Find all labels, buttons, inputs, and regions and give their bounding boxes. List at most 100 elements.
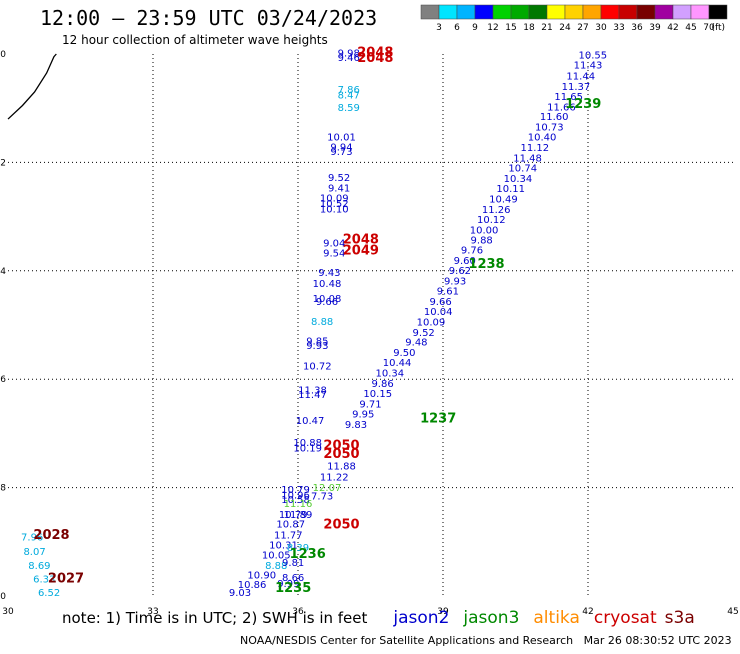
swh-value-label: 10.40 bbox=[528, 133, 557, 144]
colorbar-swatch bbox=[474, 4, 494, 20]
legend-altika: altika bbox=[533, 608, 580, 628]
pass-time-label: 2049 bbox=[343, 244, 379, 259]
swh-value-label: 9.66 bbox=[429, 297, 451, 308]
swh-value-label: 10.48 bbox=[313, 279, 342, 290]
colorbar-swatch bbox=[654, 4, 674, 20]
satellite-legend: note: 1) Time is in UTC; 2) SWH is in fe… bbox=[62, 608, 695, 632]
legend-s3a: s3a bbox=[664, 608, 695, 628]
pass-time-label: 2027 bbox=[48, 571, 84, 586]
colorbar-swatch bbox=[708, 4, 728, 20]
swh-value-label: 10.96 bbox=[281, 490, 310, 501]
colorbar-swatch bbox=[672, 4, 692, 20]
y-tick-label: -40 bbox=[0, 592, 6, 602]
swh-value-label: 10.05 bbox=[262, 551, 291, 562]
swh-value-label: 11.47 bbox=[298, 390, 327, 401]
colorbar-tick-label: 21 bbox=[541, 23, 552, 33]
swh-value-label: 9.48 bbox=[405, 338, 427, 349]
pass-time-label: 2050 bbox=[323, 517, 359, 532]
colorbar-swatch bbox=[600, 4, 620, 20]
swh-value-label: 10.73 bbox=[535, 122, 564, 133]
swh-value-label: 10.79 bbox=[281, 485, 310, 496]
swh-value-label: 9.95 bbox=[352, 410, 374, 421]
colorbar-tick-label: 36 bbox=[631, 23, 643, 33]
colorbar-tick-label: 30 bbox=[595, 23, 607, 33]
colorbar-tick-label: 45 bbox=[685, 23, 696, 33]
x-tick-label: 30 bbox=[2, 607, 14, 617]
swh-value-label: 10.49 bbox=[489, 195, 518, 206]
swh-value-label: 11.37 bbox=[562, 82, 591, 93]
swh-value-label: 10.09 bbox=[320, 193, 349, 204]
swh-value-label: 10.00 bbox=[470, 225, 499, 236]
colorbar-swatch bbox=[690, 4, 710, 20]
swh-value-label: 10.12 bbox=[477, 215, 506, 226]
pass-time-label: 2048 bbox=[357, 51, 393, 66]
swh-value-label: 10.72 bbox=[303, 361, 332, 372]
swh-value-label: 10.15 bbox=[363, 389, 392, 400]
swh-value-label: 10.88 bbox=[293, 438, 322, 449]
swh-value-label: 10.09 bbox=[417, 318, 446, 329]
colorbar-tick-label: 24 bbox=[559, 23, 571, 33]
swh-value-label: 9.99 bbox=[277, 579, 299, 590]
swh-value-label: 6.33 bbox=[33, 574, 55, 585]
colorbar-tick-label: 39 bbox=[649, 23, 661, 33]
swh-value-label: 11.88 bbox=[327, 462, 356, 473]
legend-jason3: jason3 bbox=[463, 608, 520, 628]
pass-time-label: 1239 bbox=[565, 97, 601, 112]
swh-value-label: 11.38 bbox=[298, 385, 327, 396]
swh-value-label: 9.46 bbox=[338, 53, 360, 64]
swh-value-label: 9.43 bbox=[318, 268, 340, 279]
swh-value-label: 8.69 bbox=[28, 561, 50, 572]
swh-value-label: 9.86 bbox=[371, 379, 393, 390]
swh-value-label: 10.11 bbox=[496, 184, 525, 195]
swh-value-label: 10.19 bbox=[293, 443, 322, 454]
swh-value-label: 9.52 bbox=[328, 173, 350, 184]
swh-value-label: 8.88 bbox=[265, 561, 287, 572]
colorbar-swatch bbox=[420, 4, 440, 20]
colorbar-tick-label: 15 bbox=[505, 23, 516, 33]
colorbar-tick-label: 9 bbox=[472, 23, 478, 33]
swh-value-label: 9.93 bbox=[306, 341, 328, 352]
swh-value-label: 10.31 bbox=[269, 540, 298, 551]
legend-cryosat: cryosat bbox=[593, 608, 657, 628]
footer-credit: NOAA/NESDIS Center for Satellite Applica… bbox=[240, 634, 732, 647]
swh-value-label: 8.07 bbox=[23, 547, 45, 558]
swh-value-label: 9.66 bbox=[316, 297, 338, 308]
colorbar-swatch bbox=[546, 4, 566, 20]
colorbar-swatch bbox=[438, 4, 458, 20]
swh-value-label: 9.60 bbox=[454, 256, 476, 267]
swh-value-label: 9.54 bbox=[323, 249, 345, 260]
swh-value-label: 8.88 bbox=[311, 317, 333, 328]
colorbar-tick-label: 33 bbox=[613, 23, 624, 33]
y-tick-label: -32 bbox=[0, 158, 6, 168]
swh-value-label: 10.47 bbox=[296, 416, 325, 427]
swh-value-label: 6.52 bbox=[38, 588, 60, 599]
swh-value-label: 10.04 bbox=[424, 307, 453, 318]
swh-value-label: 10.87 bbox=[276, 520, 305, 531]
swh-value-label: 9.81 bbox=[282, 558, 304, 569]
swh-value-label: 9.03 bbox=[229, 588, 251, 599]
swh-value-label: 9.88 bbox=[471, 236, 493, 247]
x-tick-label: 45 bbox=[727, 607, 738, 617]
pass-time-label: 2048 bbox=[357, 46, 393, 61]
x-tick-label: 36 bbox=[292, 607, 304, 617]
swh-value-label: 11.77 bbox=[274, 531, 303, 542]
swh-value-label: 10.10 bbox=[320, 204, 349, 215]
swh-value-label: 9.50 bbox=[393, 348, 415, 359]
colorbar-tick-label: 70 bbox=[703, 23, 715, 33]
x-tick-label: 33 bbox=[147, 607, 158, 617]
swh-value-label: 9.94 bbox=[330, 142, 352, 153]
swh-value-label: 10.74 bbox=[508, 164, 537, 175]
swh-value-label: 9.62 bbox=[449, 266, 471, 277]
colorbar-swatch bbox=[456, 4, 476, 20]
pass-time-label: 1237 bbox=[420, 412, 456, 427]
swh-value-label: 7.96 bbox=[21, 533, 43, 544]
colorbar-unit-label: (ft) bbox=[711, 23, 725, 33]
swh-value-label: 11.60 bbox=[540, 112, 569, 123]
colorbar-tick-label: 18 bbox=[523, 23, 535, 33]
legend-jason2: jason2 bbox=[393, 608, 450, 628]
swh-value-label: 10.79 bbox=[279, 510, 308, 521]
swh-value-label: 10.44 bbox=[383, 358, 412, 369]
swh-value-label: 10.34 bbox=[376, 368, 405, 379]
swh-value-label: 9.71 bbox=[359, 399, 381, 410]
